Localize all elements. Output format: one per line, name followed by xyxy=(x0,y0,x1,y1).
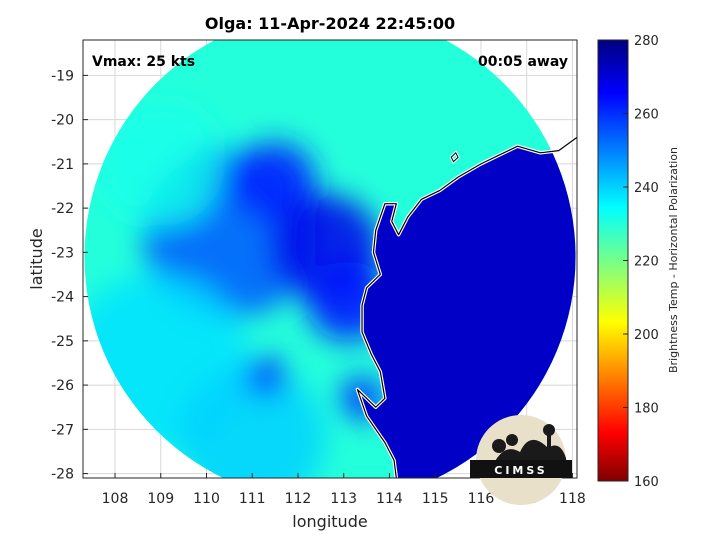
colorbar-tick-label: 240 xyxy=(634,181,659,196)
logo-tower-icon xyxy=(547,432,551,458)
coastline xyxy=(355,135,577,478)
y-tick-label: -23 xyxy=(51,245,74,261)
x-tick-label: 118 xyxy=(559,491,586,507)
logo-banner xyxy=(470,460,572,478)
island-outline xyxy=(450,151,459,163)
y-tick-label: -21 xyxy=(51,157,74,173)
colorbar-tick-label: 180 xyxy=(634,402,659,417)
colorbar-tick-label: 260 xyxy=(634,108,659,123)
y-tick-label: -26 xyxy=(51,378,74,394)
y-tick-label: -27 xyxy=(51,422,74,438)
x-tick-label: 112 xyxy=(285,491,312,507)
vmax-annotation: Vmax: 25 kts xyxy=(92,54,195,70)
y-tick-label: -20 xyxy=(51,113,74,129)
logo-dish-icon-2 xyxy=(506,434,518,446)
time-away-annotation: 00:05 away xyxy=(478,54,568,70)
y-tick-label: -19 xyxy=(51,68,74,84)
y-tick-label: -24 xyxy=(51,290,74,306)
y-tick-label: -25 xyxy=(51,334,74,350)
y-tick-label: -28 xyxy=(51,467,74,483)
colorbar-tick-label: 160 xyxy=(634,475,659,490)
y-tick-label: -22 xyxy=(51,201,74,217)
chart-title: Olga: 11-Apr-2024 22:45:00 xyxy=(205,14,455,33)
logo-dish-icon xyxy=(492,439,506,453)
bt-field-blob xyxy=(179,367,326,478)
x-tick-label: 115 xyxy=(422,491,449,507)
x-tick-label: 109 xyxy=(147,491,174,507)
cimss-logo: CIMSS xyxy=(470,415,572,505)
x-tick-label: 108 xyxy=(102,491,129,507)
colorbar-tick-label: 220 xyxy=(634,255,659,270)
x-tick-label: 116 xyxy=(468,491,495,507)
coastline-line xyxy=(356,136,577,478)
colorbar-tick-label: 200 xyxy=(634,328,659,343)
logo-tower-tank-icon xyxy=(543,424,555,436)
plot-frame xyxy=(82,39,578,479)
bt-field-blob xyxy=(233,141,317,222)
x-tick-label: 114 xyxy=(376,491,403,507)
y-axis-label: latitude xyxy=(27,228,46,289)
bt-field-blob xyxy=(96,101,225,226)
colorbar-label: Brightness Temp - Horizontal Polarizatio… xyxy=(667,147,680,373)
logo-text: CIMSS xyxy=(494,464,547,477)
x-tick-label: 113 xyxy=(330,491,357,507)
convection-fields xyxy=(84,101,390,478)
x-tick-label: 111 xyxy=(239,491,266,507)
x-tick-label: 110 xyxy=(193,491,220,507)
colorbar-ticks: 160 180 200 220 240 260 280 xyxy=(623,34,659,490)
x-axis-label: longitude xyxy=(292,512,367,531)
colorbar-tick-label: 280 xyxy=(634,34,659,49)
bt-field-blob xyxy=(245,356,287,397)
